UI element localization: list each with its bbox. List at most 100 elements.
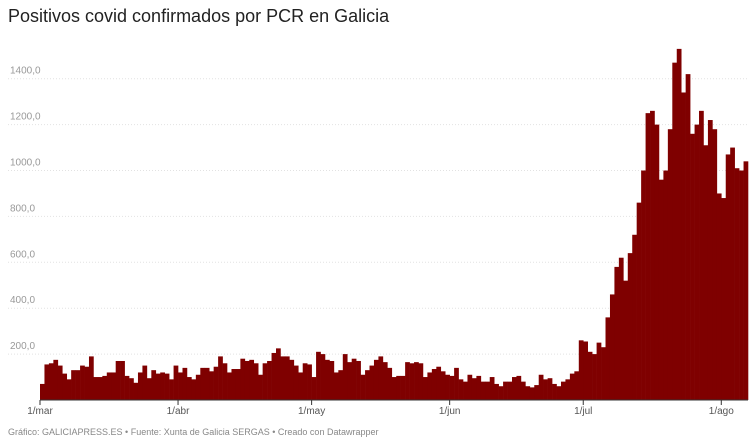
bar: [182, 367, 188, 400]
bar: [387, 367, 393, 400]
bar: [414, 362, 419, 400]
bar: [436, 366, 442, 400]
bar: [302, 363, 308, 400]
bar: [382, 362, 388, 400]
x-tick-label: 1/jul: [574, 406, 592, 417]
bar: [102, 375, 108, 400]
bar: [378, 356, 384, 400]
bar: [62, 373, 68, 400]
bar: [667, 129, 673, 400]
bar: [569, 373, 575, 400]
bar: [658, 179, 664, 400]
bar: [565, 379, 571, 400]
bar: [440, 371, 446, 400]
x-tick-label: 1/abr: [167, 406, 190, 417]
bar: [730, 147, 735, 400]
bar: [342, 354, 348, 400]
bar: [458, 379, 464, 400]
bar: [178, 372, 183, 400]
x-tick-label: 1/ago: [709, 406, 734, 417]
bar: [409, 363, 415, 400]
bar: [587, 351, 593, 400]
bar: [694, 124, 700, 400]
bar: [396, 375, 401, 400]
bar: [721, 198, 727, 400]
bar: [632, 234, 637, 400]
bar: [583, 341, 588, 400]
bar: [641, 170, 646, 400]
bar: [298, 372, 304, 400]
bar: [284, 356, 290, 400]
bar: [476, 375, 482, 400]
bar: [601, 347, 606, 400]
bar: [369, 365, 375, 400]
bar: [618, 257, 624, 400]
bar: [347, 362, 352, 400]
bar: [333, 372, 339, 400]
bar: [592, 354, 597, 400]
bar: [725, 154, 731, 400]
bar: [534, 385, 540, 400]
bar: [391, 377, 397, 400]
bar: [97, 377, 103, 400]
bar: [267, 360, 272, 400]
bar: [209, 371, 214, 400]
bar: [449, 375, 455, 400]
bar: [320, 354, 326, 400]
bar: [222, 363, 228, 400]
bar: [623, 280, 629, 400]
bar: [418, 363, 424, 400]
bar: [373, 359, 379, 400]
bar: [699, 110, 704, 400]
bar: [191, 379, 197, 400]
bar: [707, 120, 713, 401]
bar: [672, 62, 678, 401]
bar: [489, 377, 495, 400]
bar: [498, 386, 504, 400]
bar: [516, 375, 522, 400]
bar: [66, 379, 72, 400]
bar: [480, 381, 486, 400]
bar: [427, 372, 433, 400]
bar: [739, 170, 744, 400]
bar: [703, 145, 709, 400]
bar: [200, 367, 206, 400]
bar: [75, 370, 81, 400]
bar: [681, 92, 686, 400]
bar: [258, 374, 263, 400]
bar: [316, 351, 321, 400]
bar: [106, 372, 112, 400]
bar: [271, 352, 277, 400]
bar: [605, 317, 611, 400]
bar: [485, 381, 491, 400]
bar: [365, 370, 370, 400]
bar: [463, 381, 468, 400]
bar: [507, 381, 513, 400]
bar: [124, 375, 130, 400]
x-tick-label: 1/jun: [439, 406, 461, 417]
bar: [663, 170, 669, 400]
bar: [169, 379, 174, 400]
bar: [160, 372, 165, 400]
bar: [240, 358, 246, 400]
bar: [538, 374, 544, 400]
bar: [133, 382, 139, 400]
bar: [525, 386, 531, 400]
x-tick-label: 1/may: [298, 406, 325, 417]
bar: [609, 294, 615, 400]
y-tick-label: 200,0: [10, 341, 35, 352]
bar: [293, 365, 299, 400]
y-tick-label: 600,0: [10, 249, 35, 260]
bar: [289, 359, 295, 400]
bar: [431, 369, 437, 400]
bar: [743, 161, 749, 400]
bar: [146, 378, 152, 400]
bar: [356, 360, 361, 400]
y-tick-label: 800,0: [10, 203, 35, 214]
bar: [307, 364, 312, 400]
y-tick-label: 1000,0: [10, 158, 41, 169]
bar: [57, 365, 63, 400]
bar: [195, 374, 201, 400]
bar: [578, 340, 584, 400]
